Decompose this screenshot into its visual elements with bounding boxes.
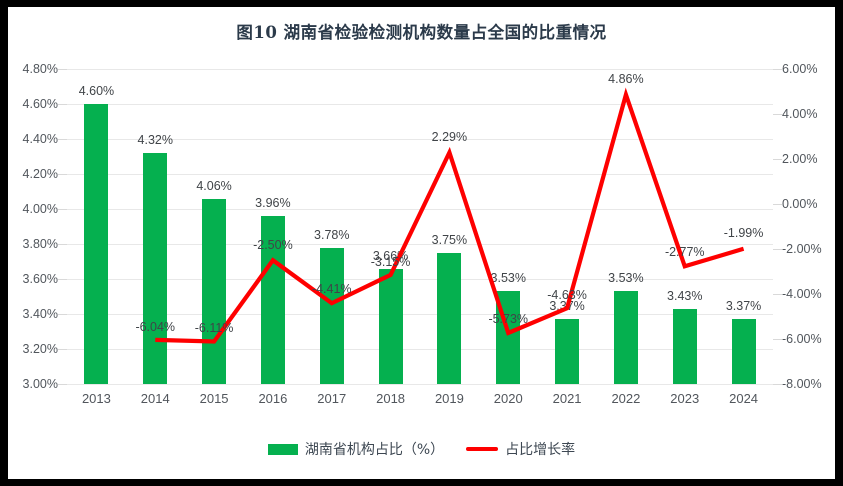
x-axis-tick-label: 2016 (258, 391, 288, 406)
bar[interactable] (496, 291, 521, 384)
bar[interactable] (143, 153, 168, 384)
gridline (67, 314, 773, 315)
left-axis-tick-label: 3.60% (22, 272, 58, 286)
left-axis-tick-mark (58, 104, 67, 105)
x-axis-tick-label: 2019 (434, 391, 464, 406)
left-axis-tick-mark (58, 209, 67, 210)
line-data-label: -1.99% (723, 225, 764, 240)
bar-data-label: 3.53% (490, 271, 526, 286)
legend-label-line: 占比增长率 (505, 442, 576, 458)
x-axis-tick-label: 2014 (140, 391, 170, 406)
bar[interactable] (202, 198, 227, 384)
x-axis-tick-label: 2023 (670, 391, 700, 406)
x-axis-tick-label: 2017 (317, 391, 347, 406)
left-axis-tick-mark (58, 139, 67, 140)
bar-data-label: 3.53% (608, 271, 644, 286)
bar[interactable] (731, 319, 756, 384)
left-axis-tick-label: 4.00% (22, 202, 58, 216)
bar[interactable] (319, 247, 344, 384)
right-axis-tick-label: -4.00% (782, 287, 822, 301)
left-axis-tick-label: 4.40% (22, 132, 58, 146)
legend-bar-swatch-icon (267, 443, 298, 455)
gridline (67, 174, 773, 175)
left-axis-tick-label: 3.00% (22, 377, 58, 391)
legend-label-bar: 湖南省机构占比（%） (304, 442, 445, 458)
line-data-label: 4.86% (608, 71, 644, 86)
line-series (155, 87, 745, 344)
bar[interactable] (84, 104, 109, 384)
right-axis-tick-mark (773, 159, 782, 160)
x-axis-tick-label: 2022 (611, 391, 641, 406)
gridline (67, 69, 773, 70)
x-axis-tick-label: 2020 (493, 391, 523, 406)
x-axis-tick-label: 2018 (376, 391, 406, 406)
right-axis-tick-mark (773, 114, 782, 115)
bar-data-label: 3.75% (431, 232, 468, 247)
right-axis-tick-label: -2.00% (782, 242, 822, 256)
left-axis-tick-mark (58, 349, 67, 350)
page-title: 图10 湖南省检验检测机构数量占全国的比重情况 (236, 23, 607, 42)
line-data-label: -3.15% (370, 254, 411, 269)
right-axis-tick-label: 2.00% (782, 152, 818, 166)
right-axis-tick-mark (773, 294, 782, 295)
x-axis-tick-label: 2024 (729, 391, 759, 406)
bar[interactable] (555, 319, 580, 384)
bar-data-label: 4.32% (137, 133, 173, 147)
right-axis-tick-label: -8.00% (782, 377, 822, 391)
right-axis-tick-label: -6.00% (782, 332, 822, 346)
left-axis-tick-label: 3.40% (22, 307, 58, 321)
right-axis-tick-mark (773, 204, 782, 205)
line-data-label: -4.41% (311, 282, 352, 297)
right-axis-tick-mark (773, 69, 782, 70)
left-axis-tick-label: 3.20% (22, 342, 58, 356)
line-data-label: 2.29% (431, 130, 468, 145)
bar[interactable] (437, 252, 462, 384)
line-data-label: -6.04% (135, 319, 176, 334)
gridline (67, 279, 773, 280)
legend-line-swatch-icon (466, 447, 499, 451)
line-data-label: -4.63% (547, 288, 587, 303)
legend-item-bar[interactable]: 湖南省机构占比（%） (267, 439, 445, 459)
left-axis-tick-mark (58, 279, 67, 280)
legend-item-line[interactable]: 占比增长率 (466, 439, 575, 459)
x-axis-tick-label: 2015 (199, 391, 229, 406)
gridline (67, 349, 773, 350)
right-axis-tick-label: 4.00% (782, 107, 818, 121)
chart-legend: 湖南省机构占比（%） 占比增长率 (8, 439, 835, 459)
bar-data-label: 3.96% (255, 196, 291, 210)
line-data-label: -5.73% (488, 311, 529, 326)
bar[interactable] (378, 268, 403, 384)
bar[interactable] (613, 291, 638, 384)
x-axis-tick-label: 2021 (552, 391, 582, 406)
line-data-label: -2.50% (253, 238, 293, 253)
gridline (67, 384, 773, 385)
chart-card: 图10 湖南省检验检测机构数量占全国的比重情况 3.00% 3.20% 3.40% 3… (8, 7, 835, 479)
right-axis-tick-mark (773, 384, 782, 385)
bar[interactable] (672, 308, 697, 384)
gridline (67, 104, 773, 105)
left-axis-tick-mark (58, 384, 67, 385)
right-axis-tick-mark (773, 249, 782, 250)
left-axis-tick-label: 4.20% (22, 167, 58, 181)
line-data-label: -6.11% (194, 321, 234, 336)
bar-data-label: 3.37% (549, 299, 585, 314)
left-axis-tick-mark (58, 174, 67, 175)
left-axis-tick-label: 4.60% (22, 97, 58, 111)
right-axis-tick-label: 0.00% (782, 197, 818, 211)
right-axis-tick-label: 6.00% (782, 62, 818, 76)
left-axis-tick-label: 3.80% (22, 237, 58, 251)
bar-data-label: 3.37% (725, 299, 762, 314)
line-data-label: -2.77% (664, 245, 705, 260)
gridline (67, 209, 773, 210)
bar-data-label: 4.06% (196, 178, 232, 193)
x-axis: 2013 2014 2015 2016 2017 2018 2019 2020 2021 2022… (67, 392, 773, 414)
left-axis-tick-mark (58, 314, 67, 315)
bar-data-label: 4.60% (78, 84, 115, 98)
right-axis-tick-mark (773, 339, 782, 340)
left-axis-tick-mark (58, 69, 67, 70)
plot-area: 3.00% 3.20% 3.40% 3.60% 3.80% 4.00% 4.20% 4.40%… (23, 63, 822, 390)
left-axis-tick-label: 4.80% (22, 62, 58, 76)
left-axis-tick-mark (58, 244, 67, 245)
x-axis-tick-label: 2013 (81, 391, 111, 406)
